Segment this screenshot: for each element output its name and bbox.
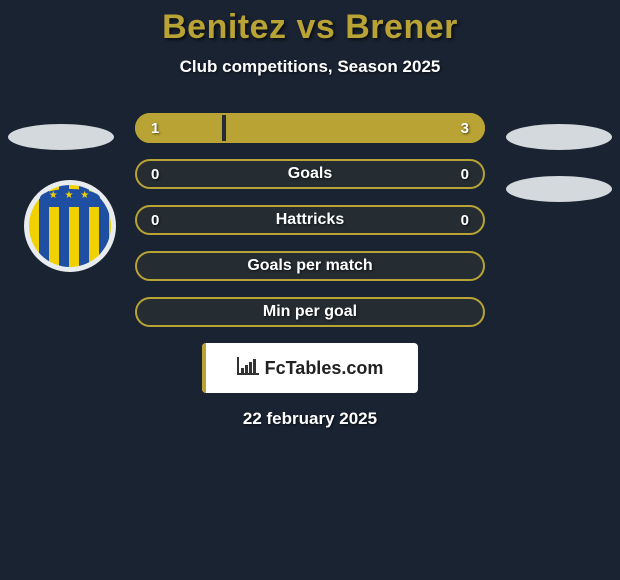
stat-row: 0Goals0: [135, 159, 485, 189]
stat-label: Hattricks: [137, 211, 483, 229]
stat-value-right: 0: [461, 166, 469, 183]
chart-icon: [237, 357, 259, 380]
stat-value-left: 0: [151, 166, 159, 183]
stat-fill-right: [226, 113, 486, 143]
stat-fill-left: [135, 113, 222, 143]
player-right-avatar-placeholder-1: [506, 124, 612, 150]
stat-value-right: 3: [461, 120, 469, 137]
stat-row: Min per goal: [135, 297, 485, 327]
stat-value-left: 0: [151, 212, 159, 229]
team-badge-stripes: ★ ★ ★: [29, 185, 111, 267]
subtitle: Club competitions, Season 2025: [0, 57, 620, 77]
team-badge-stars: ★ ★ ★: [40, 189, 100, 207]
page-title: Benitez vs Brener: [0, 0, 620, 47]
stat-value-right: 0: [461, 212, 469, 229]
fctables-logo[interactable]: FcTables.com: [202, 343, 418, 393]
stat-label: Min per goal: [137, 303, 483, 321]
team-badge: ★ ★ ★: [24, 180, 116, 272]
stat-row: 0Hattricks0: [135, 205, 485, 235]
stat-label: Goals: [137, 165, 483, 183]
date-label: 22 february 2025: [0, 409, 620, 429]
stat-label: Goals per match: [137, 257, 483, 275]
stat-value-left: 1: [151, 120, 159, 137]
player-right-avatar-placeholder-2: [506, 176, 612, 202]
stats-container: 1Matches30Goals00Hattricks0Goals per mat…: [135, 113, 485, 327]
player-left-avatar-placeholder: [8, 124, 114, 150]
logo-text: FcTables.com: [265, 358, 384, 379]
stat-row: 1Matches3: [135, 113, 485, 143]
stat-row: Goals per match: [135, 251, 485, 281]
